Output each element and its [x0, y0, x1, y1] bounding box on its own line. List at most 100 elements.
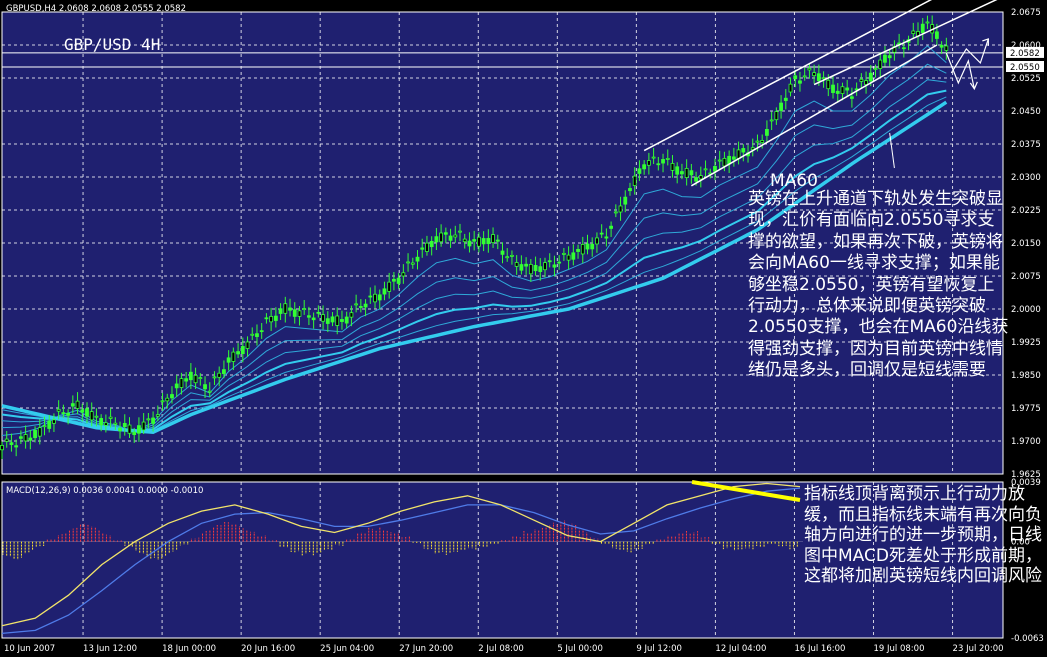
candle-body — [812, 72, 817, 77]
candle-body — [61, 412, 66, 415]
candle-body — [779, 102, 783, 112]
macd-commentary: 指标线顶背离预示上行动力放缓，而且指标线末端有再次向负轴方向进行的进一步预期，日… — [804, 484, 1042, 587]
y-tick-label: 2.0150 — [1011, 239, 1041, 249]
candle-body — [349, 312, 354, 318]
candle-body — [859, 78, 864, 82]
candle-body — [155, 414, 160, 417]
candle-body — [911, 30, 916, 34]
candle-body — [590, 243, 595, 250]
candle-body — [524, 263, 529, 267]
candle-body — [307, 315, 311, 318]
candle-body — [736, 149, 741, 159]
candle-body — [878, 59, 883, 69]
candle-body — [453, 234, 458, 238]
price-tag-box — [1006, 61, 1044, 72]
candle-body — [651, 156, 656, 159]
ma60-pointer — [889, 132, 895, 169]
candle-body — [132, 431, 137, 436]
candle-body — [576, 249, 580, 252]
candle-body — [127, 424, 132, 434]
candle-body — [741, 148, 746, 153]
y-tick-label: 1.9625 — [1011, 470, 1041, 480]
candle-body — [99, 418, 104, 426]
candle-body — [510, 255, 514, 257]
y-tick-label: 2.0300 — [1011, 173, 1041, 183]
macd-signal-line — [1, 487, 801, 635]
candle-body — [420, 247, 425, 250]
macd-y-tick-label: 0.00 — [1011, 538, 1030, 548]
candle-body — [387, 281, 392, 292]
candle-body — [231, 351, 236, 362]
candle-body — [467, 240, 472, 247]
candle-body — [448, 235, 453, 241]
candle-body — [646, 160, 651, 166]
x-tick-label: 9 Jul 12:00 — [636, 644, 682, 654]
candle-body — [670, 163, 675, 171]
candle-body — [703, 168, 708, 171]
candle-body — [750, 147, 755, 151]
candle-body — [354, 303, 359, 306]
ma60-line — [1, 100, 948, 434]
candle-body — [538, 266, 543, 272]
candle-body — [113, 422, 118, 425]
candle-body — [278, 308, 283, 314]
x-tick-label: 25 Jun 04:00 — [320, 644, 374, 654]
x-tick-label: 12 Jul 04:00 — [715, 644, 766, 654]
macd-y-tick-label: 0.0039 — [1011, 478, 1041, 488]
price-commentary: 英镑在上升通道下轨处发生突破显现，汇价有面临向2.0550寻求支撑的欲望，如果再… — [748, 189, 1009, 381]
candle-body — [137, 425, 141, 434]
candle-body — [491, 234, 495, 243]
candle-body — [188, 371, 193, 381]
candle-body — [207, 390, 212, 393]
candle-body — [769, 119, 774, 122]
candle-body — [934, 31, 939, 39]
candle-body — [462, 238, 467, 243]
candle-body — [434, 236, 439, 243]
candle-body — [939, 44, 944, 48]
candle-body — [765, 129, 769, 136]
candle-body — [311, 317, 316, 321]
candle-body — [368, 295, 373, 298]
candle-body — [47, 420, 52, 429]
candle-body — [722, 157, 727, 167]
candle-body — [108, 416, 113, 419]
candle-body — [401, 272, 406, 277]
candle-body — [222, 369, 226, 374]
candle-body — [609, 225, 613, 229]
candle-body — [901, 47, 906, 50]
candle-body — [585, 243, 590, 250]
candle-body — [868, 72, 873, 82]
ma-line — [1, 89, 947, 433]
candle-body — [146, 418, 151, 421]
candle-body — [760, 140, 765, 143]
channel-lower-line — [690, 44, 938, 187]
candle-body — [316, 311, 321, 314]
candle-body — [9, 442, 14, 445]
candle-body — [174, 383, 179, 389]
y-tick-label: 2.0600 — [1011, 41, 1041, 51]
candle-body — [519, 264, 524, 271]
x-tick-label: 23 Jul 20:00 — [953, 644, 1004, 654]
candle-body — [557, 261, 562, 264]
candle-body — [94, 415, 99, 418]
candle-body — [798, 80, 802, 84]
forecast-up-arrow-head — [982, 38, 989, 46]
price-tag-box — [1006, 46, 1044, 58]
candle-body — [731, 156, 736, 160]
candle-body — [406, 261, 410, 264]
candle-body — [165, 397, 170, 402]
candle-body — [864, 80, 868, 85]
candle-body — [340, 319, 344, 322]
candle-body — [642, 164, 647, 170]
chart-title: GBP/USD 4H — [64, 35, 160, 54]
candle-body — [528, 264, 533, 275]
x-tick-label: 16 Jul 16:00 — [794, 644, 845, 654]
candle-body — [689, 170, 694, 176]
candle-body — [28, 437, 33, 441]
candle-body — [344, 316, 349, 324]
candle-body — [514, 262, 519, 267]
candle-body — [373, 293, 377, 303]
candle-body — [160, 400, 165, 403]
candle-body — [23, 434, 28, 442]
candle-body — [56, 408, 61, 412]
